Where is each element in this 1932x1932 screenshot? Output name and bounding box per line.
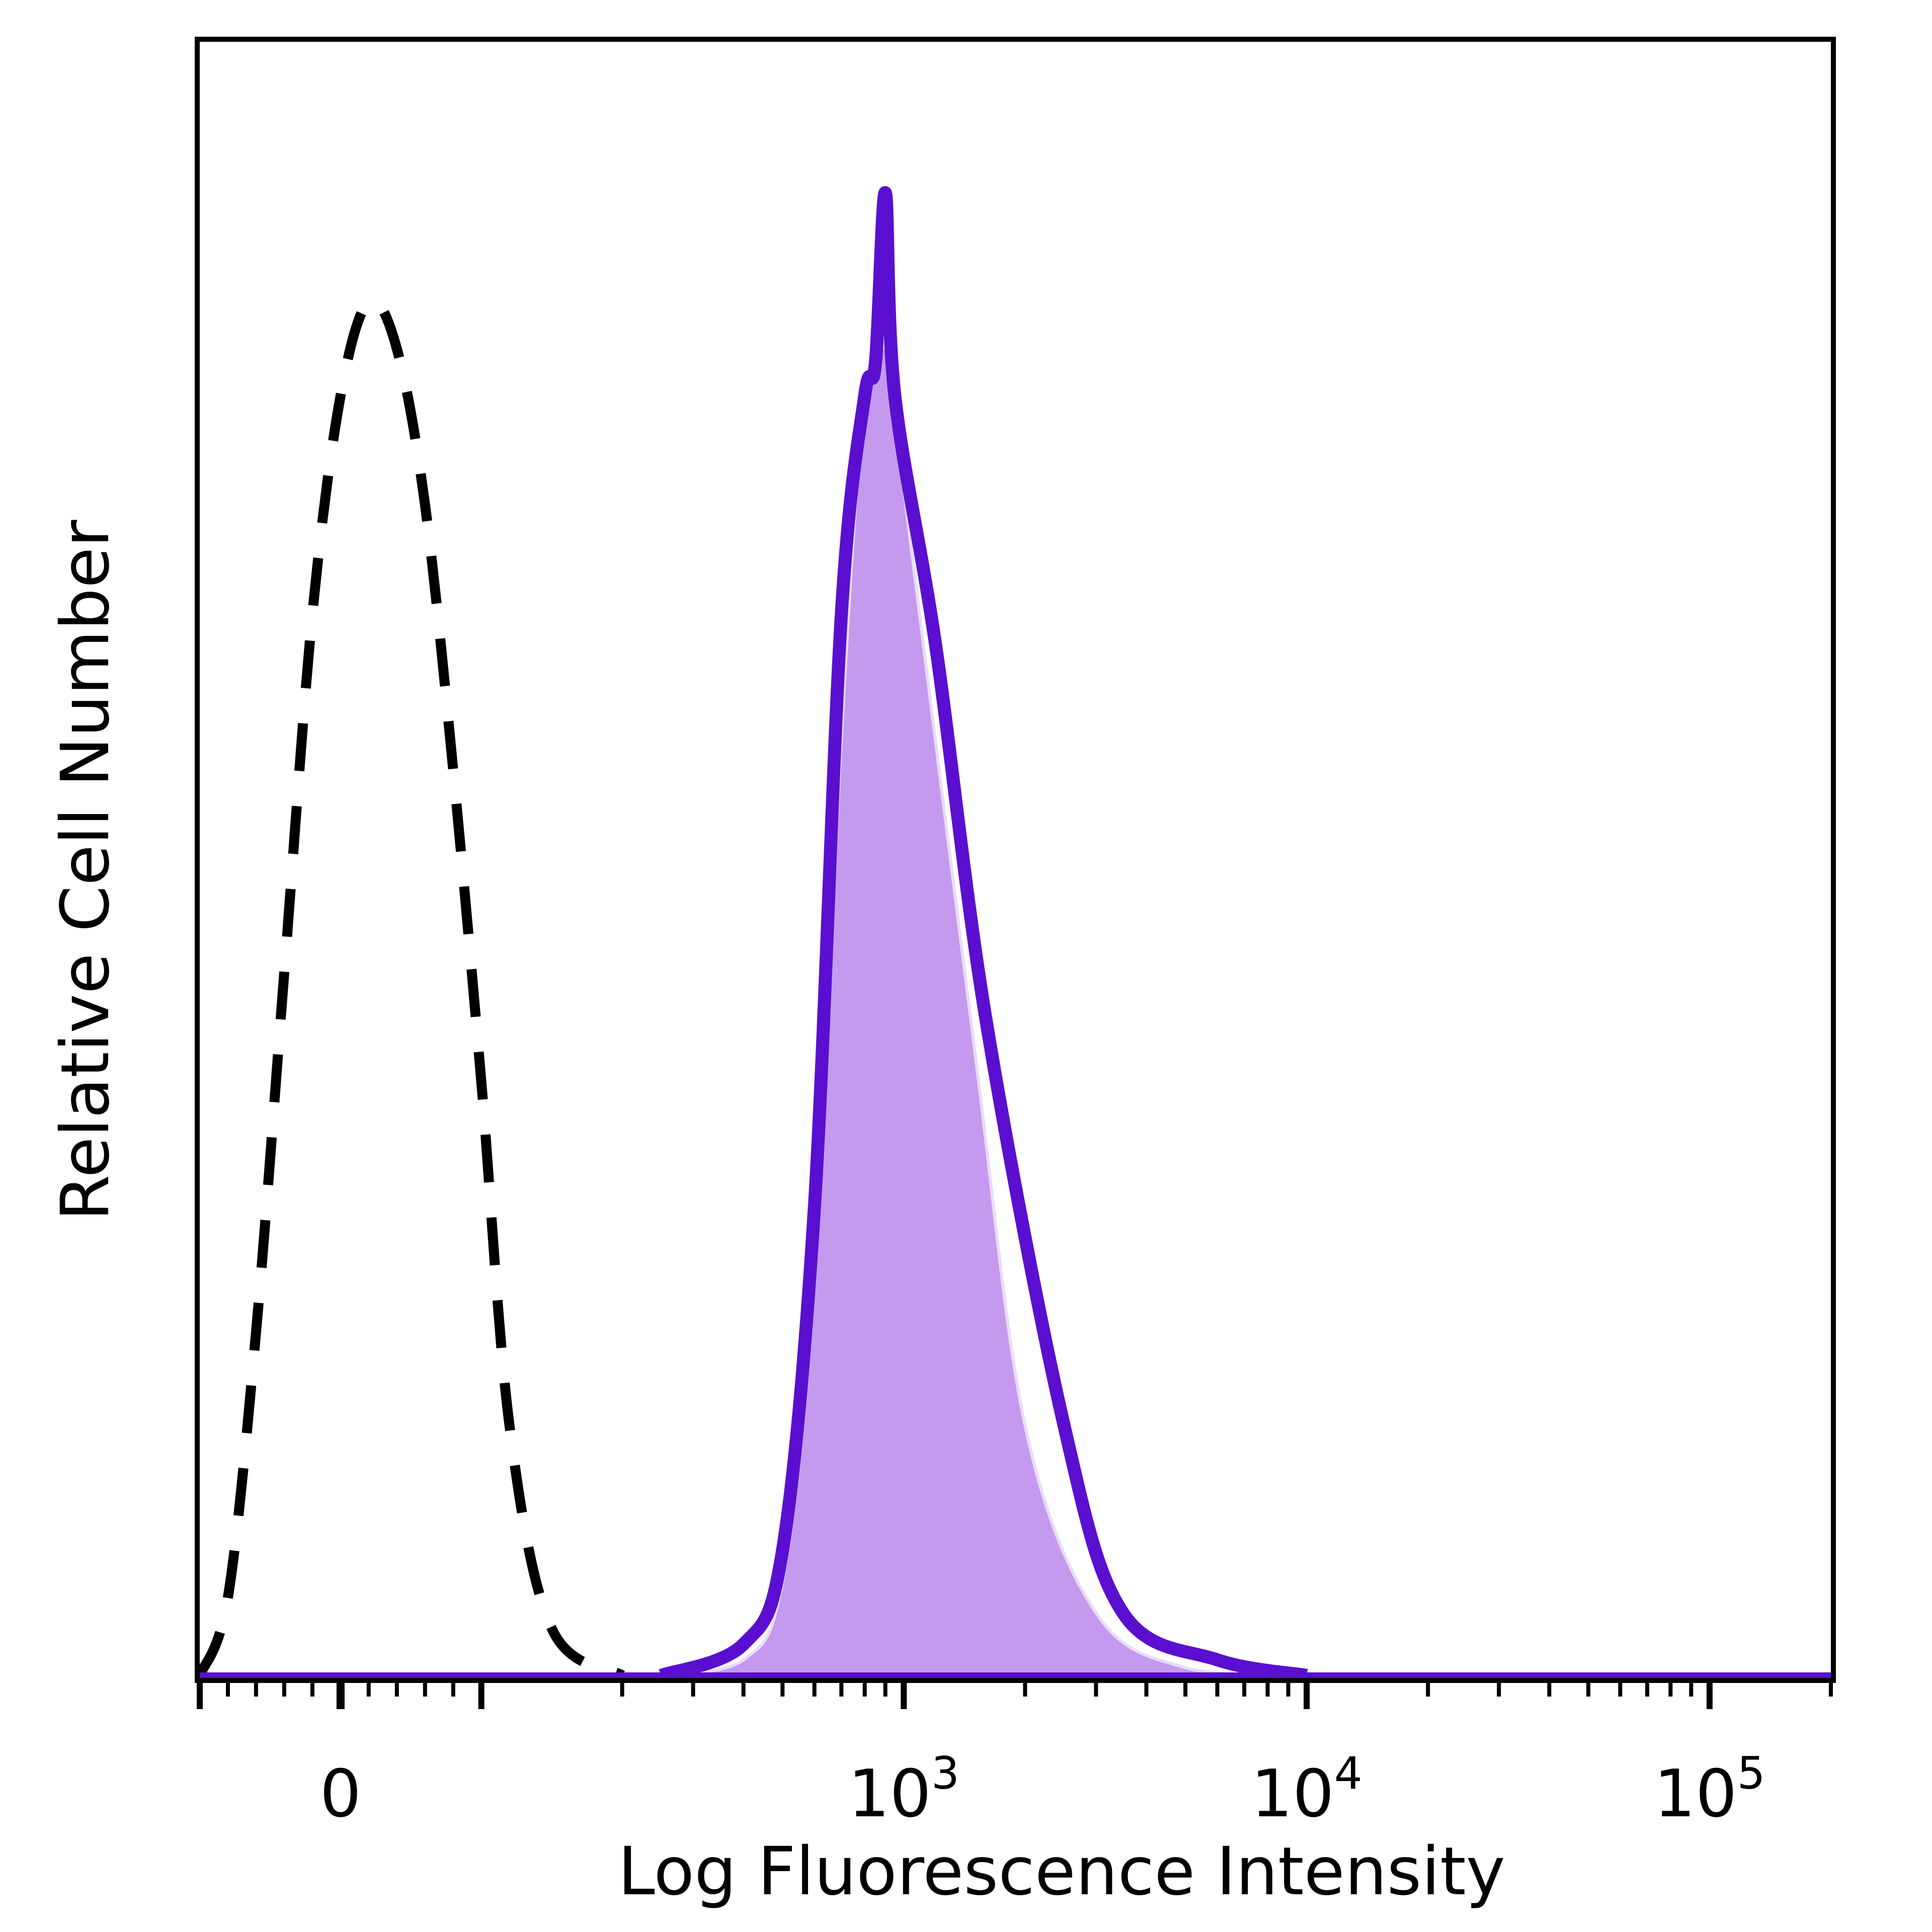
series-2-solid-line [659,186,1308,1682]
plot-frame [195,37,1836,1683]
x-tick-label: 104 [1251,1747,1362,1832]
x-axis-ticks [197,1681,1833,1709]
x-axis-tick-labels: 0 103 104 105 [320,1747,1765,1832]
x-tick-label: 103 [848,1747,959,1832]
series-0-dashed-line [195,295,625,1680]
x-tick-label: 0 [320,1755,362,1832]
x-axis-title: Log Fluorescence Intensity [618,1833,1505,1910]
y-axis-title: Relative Cell Number [47,520,124,1221]
x-tick-label: 105 [1654,1747,1765,1832]
plot-content [195,186,1831,1682]
